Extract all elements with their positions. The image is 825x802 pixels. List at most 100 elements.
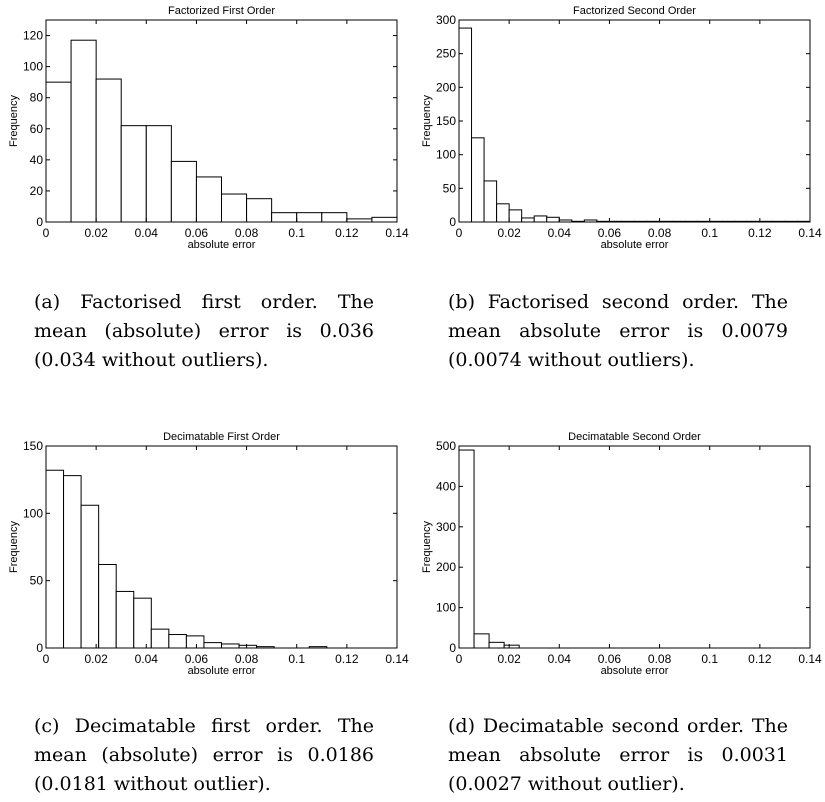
bar: [45, 469, 65, 649]
x-tick-label: 0: [43, 226, 50, 240]
y-axis-label: Frequency: [8, 95, 20, 147]
bar: [168, 634, 187, 649]
x-tick-label: 0.04: [548, 652, 572, 666]
y-tick-label: 100: [436, 148, 456, 162]
x-tick-label: 0: [43, 652, 50, 666]
chart-title: Factorized First Order: [168, 5, 275, 17]
x-tick-label: 0.02: [84, 652, 108, 666]
x-tick-label: 0.04: [548, 226, 572, 240]
y-tick-label: 200: [436, 560, 456, 574]
plot-frame: [458, 445, 811, 649]
plot-frame: [458, 19, 811, 223]
y-tick-label: 60: [30, 122, 44, 136]
x-tick-label: 0.12: [748, 652, 772, 666]
y-tick-label: 100: [23, 60, 43, 74]
x-tick-label: 0.14: [385, 652, 409, 666]
bar: [120, 125, 147, 223]
y-axis-label: Frequency: [421, 521, 433, 573]
bar: [508, 209, 523, 223]
x-tick-label: 0.08: [648, 226, 672, 240]
x-tick-label: 0.12: [335, 226, 359, 240]
bar: [483, 180, 498, 223]
bar: [98, 564, 117, 649]
bar: [145, 125, 172, 223]
y-tick-label: 40: [30, 153, 44, 167]
chart-decimatable-second-order: 0 0.02 0.04 0.06 0.08 0.1 0.12 0.14 0 100 200 300 40…: [421, 431, 822, 677]
bar: [458, 449, 475, 649]
caption-c: (c) Decimatable first order. The mean (a…: [34, 715, 374, 795]
y-tick-label: 20: [30, 184, 44, 198]
bar: [488, 641, 505, 649]
y-tick-label: 400: [436, 479, 456, 493]
x-tick-label: 0.06: [598, 226, 622, 240]
x-tick-label: 0.06: [598, 652, 622, 666]
bar: [203, 642, 222, 649]
bar: [45, 81, 72, 223]
bar: [115, 590, 135, 649]
y-tick-label: 200: [436, 80, 456, 94]
y-tick-label: 50: [443, 181, 457, 195]
bar: [471, 137, 485, 223]
bar: [133, 597, 152, 649]
x-tick-label: 0.02: [497, 652, 521, 666]
x-tick-label: 0.14: [798, 652, 822, 666]
plot-frame: [45, 445, 398, 649]
y-axis-label: Frequency: [421, 95, 433, 147]
x-tick-label: 0: [456, 652, 463, 666]
bar: [185, 635, 205, 649]
y-tick-label: 150: [436, 114, 456, 128]
x-tick-label: 0.06: [185, 652, 209, 666]
chart-factorized-second-order: 0 0.02 0.04 0.06 0.08 0.1 0.12 0.14 0 50 100 150 200…: [421, 5, 822, 251]
y-tick-label: 500: [436, 439, 456, 453]
x-tick-label: 0.12: [748, 226, 772, 240]
chart-title: Factorized Second Order: [573, 5, 696, 17]
y-tick-label: 150: [23, 439, 43, 453]
y-tick-label: 100: [23, 506, 43, 520]
caption-d: (d) Decimatable second order. The mean a…: [448, 715, 788, 795]
bar: [70, 39, 97, 223]
x-tick-label: 0.14: [385, 226, 409, 240]
bar: [533, 215, 548, 223]
x-tick-label: 0.02: [497, 226, 521, 240]
bar: [221, 643, 240, 649]
y-tick-label: 250: [436, 47, 456, 61]
bar: [546, 216, 560, 223]
plot-frame: [45, 19, 398, 223]
chart-factorized-first-order: 0 0.02 0.04 0.06 0.08 0.1 0.12 0.14 0 20 40 60 80 100…: [8, 5, 409, 251]
bar: [170, 160, 197, 223]
y-tick-label: 120: [23, 29, 43, 43]
bar: [271, 212, 298, 223]
y-tick-label: 300: [436, 13, 456, 27]
bar: [221, 193, 248, 223]
bar: [296, 212, 323, 223]
y-tick-label: 50: [30, 574, 44, 588]
x-tick-label: 0.1: [701, 226, 718, 240]
bar: [473, 633, 490, 649]
bar: [63, 475, 82, 649]
x-tick-label: 0.08: [235, 226, 259, 240]
chart-title: Decimatable First Order: [163, 431, 280, 443]
x-axis-label: absolute error: [601, 665, 669, 677]
x-tick-label: 0.06: [185, 226, 209, 240]
x-tick-label: 0.1: [701, 652, 718, 666]
x-tick-label: 0.1: [288, 652, 305, 666]
x-axis-label: absolute error: [601, 239, 669, 251]
bar: [195, 176, 223, 223]
bar: [458, 27, 473, 223]
y-tick-label: 80: [30, 91, 44, 105]
y-tick-label: 0: [449, 641, 456, 655]
y-tick-label: 100: [436, 601, 456, 615]
bar: [321, 212, 348, 223]
x-tick-label: 0.08: [648, 652, 672, 666]
bar: [246, 198, 273, 223]
x-tick-label: 0.08: [235, 652, 259, 666]
x-tick-label: 0.12: [335, 652, 359, 666]
chart-decimatable-first-order: 0 0.02 0.04 0.06 0.08 0.1 0.12 0.14 0 50 100 150 Dec…: [8, 431, 409, 677]
x-tick-label: 0.1: [288, 226, 305, 240]
x-tick-label: 0.14: [798, 226, 822, 240]
y-axis-label: Frequency: [8, 521, 20, 573]
x-tick-label: 0.04: [135, 226, 159, 240]
x-tick-label: 0.02: [84, 226, 108, 240]
caption-b: (b) Factorised second order. The mean ab…: [448, 291, 788, 371]
